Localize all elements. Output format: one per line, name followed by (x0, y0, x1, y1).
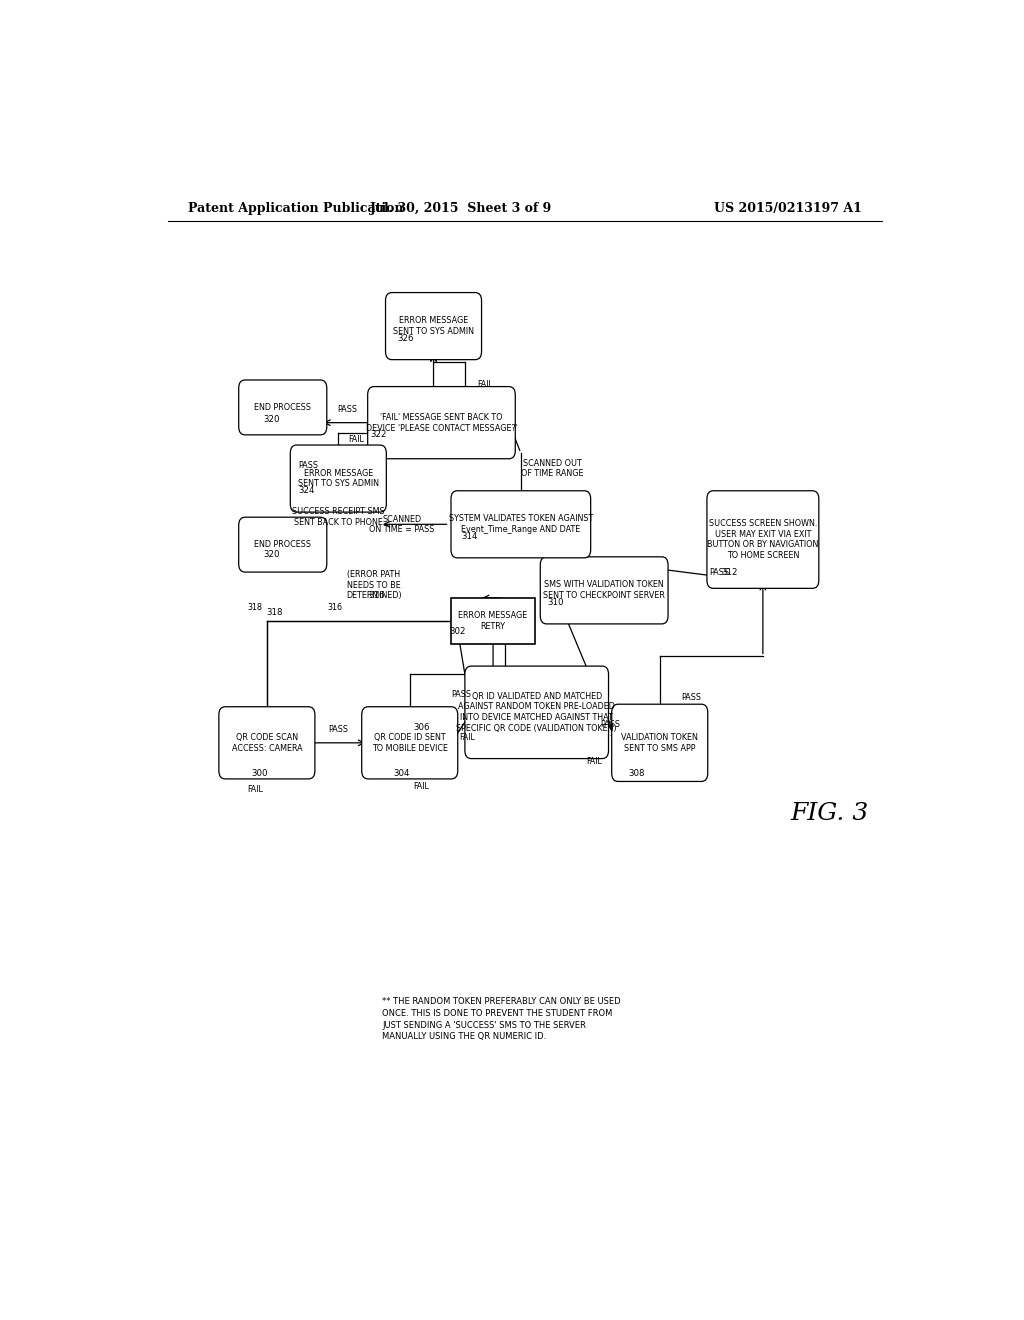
Text: 310: 310 (547, 598, 563, 607)
Text: (ERROR PATH
NEEDS TO BE
DETERMINED): (ERROR PATH NEEDS TO BE DETERMINED) (346, 570, 401, 601)
FancyBboxPatch shape (465, 667, 608, 759)
Text: 320: 320 (263, 414, 280, 424)
FancyBboxPatch shape (239, 517, 327, 572)
Text: FIG. 3: FIG. 3 (791, 803, 869, 825)
Bar (452, 598, 535, 644)
FancyBboxPatch shape (290, 445, 386, 512)
Text: PASS: PASS (452, 689, 471, 698)
Text: SUCCESS RECEIPT SMS
SENT BACK TO PHONE: SUCCESS RECEIPT SMS SENT BACK TO PHONE (292, 507, 385, 527)
Text: 312: 312 (722, 568, 738, 577)
Text: 318: 318 (248, 603, 263, 612)
Text: QR CODE SCAN
ACCESS: CAMERA: QR CODE SCAN ACCESS: CAMERA (231, 733, 302, 752)
Text: US 2015/0213197 A1: US 2015/0213197 A1 (714, 202, 862, 215)
Text: 316: 316 (328, 603, 342, 612)
FancyBboxPatch shape (239, 380, 327, 434)
Text: 'FAIL' MESSAGE SENT BACK TO
DEVICE 'PLEASE CONTACT MESSAGE?': 'FAIL' MESSAGE SENT BACK TO DEVICE 'PLEA… (366, 413, 517, 433)
Text: Jul. 30, 2015  Sheet 3 of 9: Jul. 30, 2015 Sheet 3 of 9 (371, 202, 552, 215)
Text: PASS: PASS (299, 461, 318, 470)
FancyBboxPatch shape (611, 704, 708, 781)
Text: FAIL: FAIL (348, 436, 364, 445)
FancyBboxPatch shape (361, 706, 458, 779)
Text: 304: 304 (394, 768, 411, 777)
Text: SCANNED OUT
OF TIME RANGE: SCANNED OUT OF TIME RANGE (521, 459, 584, 478)
Text: FAIL: FAIL (587, 756, 602, 766)
Text: PASS: PASS (337, 405, 357, 414)
Text: END PROCESS: END PROCESS (254, 540, 311, 549)
Text: FAIL: FAIL (460, 733, 475, 742)
FancyBboxPatch shape (541, 557, 668, 624)
Text: 326: 326 (397, 334, 415, 343)
FancyBboxPatch shape (451, 491, 591, 558)
Text: 322: 322 (370, 430, 386, 440)
Text: SUCCESS SCREEN SHOWN.
USER MAY EXIT VIA EXIT
BUTTON OR BY NAVIGATION
TO HOME SCR: SUCCESS SCREEN SHOWN. USER MAY EXIT VIA … (708, 519, 818, 560)
FancyBboxPatch shape (219, 706, 315, 779)
FancyBboxPatch shape (385, 293, 481, 359)
Text: PASS: PASS (681, 693, 701, 702)
Text: QR CODE ID SENT
TO MOBILE DEVICE: QR CODE ID SENT TO MOBILE DEVICE (372, 733, 447, 752)
Text: ERROR MESSAGE
SENT TO SYS ADMIN: ERROR MESSAGE SENT TO SYS ADMIN (298, 469, 379, 488)
Text: 320: 320 (263, 550, 280, 560)
Text: 300: 300 (251, 768, 267, 777)
Text: 306: 306 (414, 723, 430, 733)
FancyBboxPatch shape (368, 387, 515, 459)
Text: SYSTEM VALIDATES TOKEN AGAINST
Event_Time_Range AND DATE: SYSTEM VALIDATES TOKEN AGAINST Event_Tim… (449, 515, 593, 535)
Text: SCANNED
ON TIME = PASS: SCANNED ON TIME = PASS (369, 515, 434, 535)
Text: PASS: PASS (600, 719, 621, 729)
Text: PASS: PASS (710, 568, 729, 577)
Text: FAIL: FAIL (414, 781, 430, 791)
Text: END PROCESS: END PROCESS (254, 403, 311, 412)
Text: FAIL: FAIL (247, 784, 263, 793)
Text: 324: 324 (299, 486, 315, 495)
Text: 308: 308 (628, 768, 644, 777)
Text: 316: 316 (369, 591, 385, 601)
Text: 318: 318 (267, 609, 284, 618)
Text: FAIL: FAIL (477, 380, 494, 389)
Text: PASS: PASS (329, 725, 348, 734)
Text: ERROR MESSAGE
SENT TO SYS ADMIN: ERROR MESSAGE SENT TO SYS ADMIN (393, 317, 474, 337)
Text: Patent Application Publication: Patent Application Publication (187, 202, 403, 215)
Text: VALIDATION TOKEN
SENT TO SMS APP: VALIDATION TOKEN SENT TO SMS APP (622, 733, 698, 752)
Text: 314: 314 (461, 532, 478, 541)
Text: ** THE RANDOM TOKEN PREFERABLY CAN ONLY BE USED
ONCE. THIS IS DONE TO PREVENT TH: ** THE RANDOM TOKEN PREFERABLY CAN ONLY … (382, 997, 621, 1041)
FancyBboxPatch shape (707, 491, 819, 589)
Text: SMS WITH VALIDATION TOKEN
SENT TO CHECKPOINT SERVER: SMS WITH VALIDATION TOKEN SENT TO CHECKP… (543, 581, 666, 601)
Text: 302: 302 (450, 627, 466, 635)
Text: ERROR MESSAGE
RETRY: ERROR MESSAGE RETRY (459, 611, 527, 631)
Text: QR ID VALIDATED AND MATCHED
AGAINST RANDOM TOKEN PRE-LOADED
INTO DEVICE MATCHED : QR ID VALIDATED AND MATCHED AGAINST RAND… (457, 692, 617, 733)
